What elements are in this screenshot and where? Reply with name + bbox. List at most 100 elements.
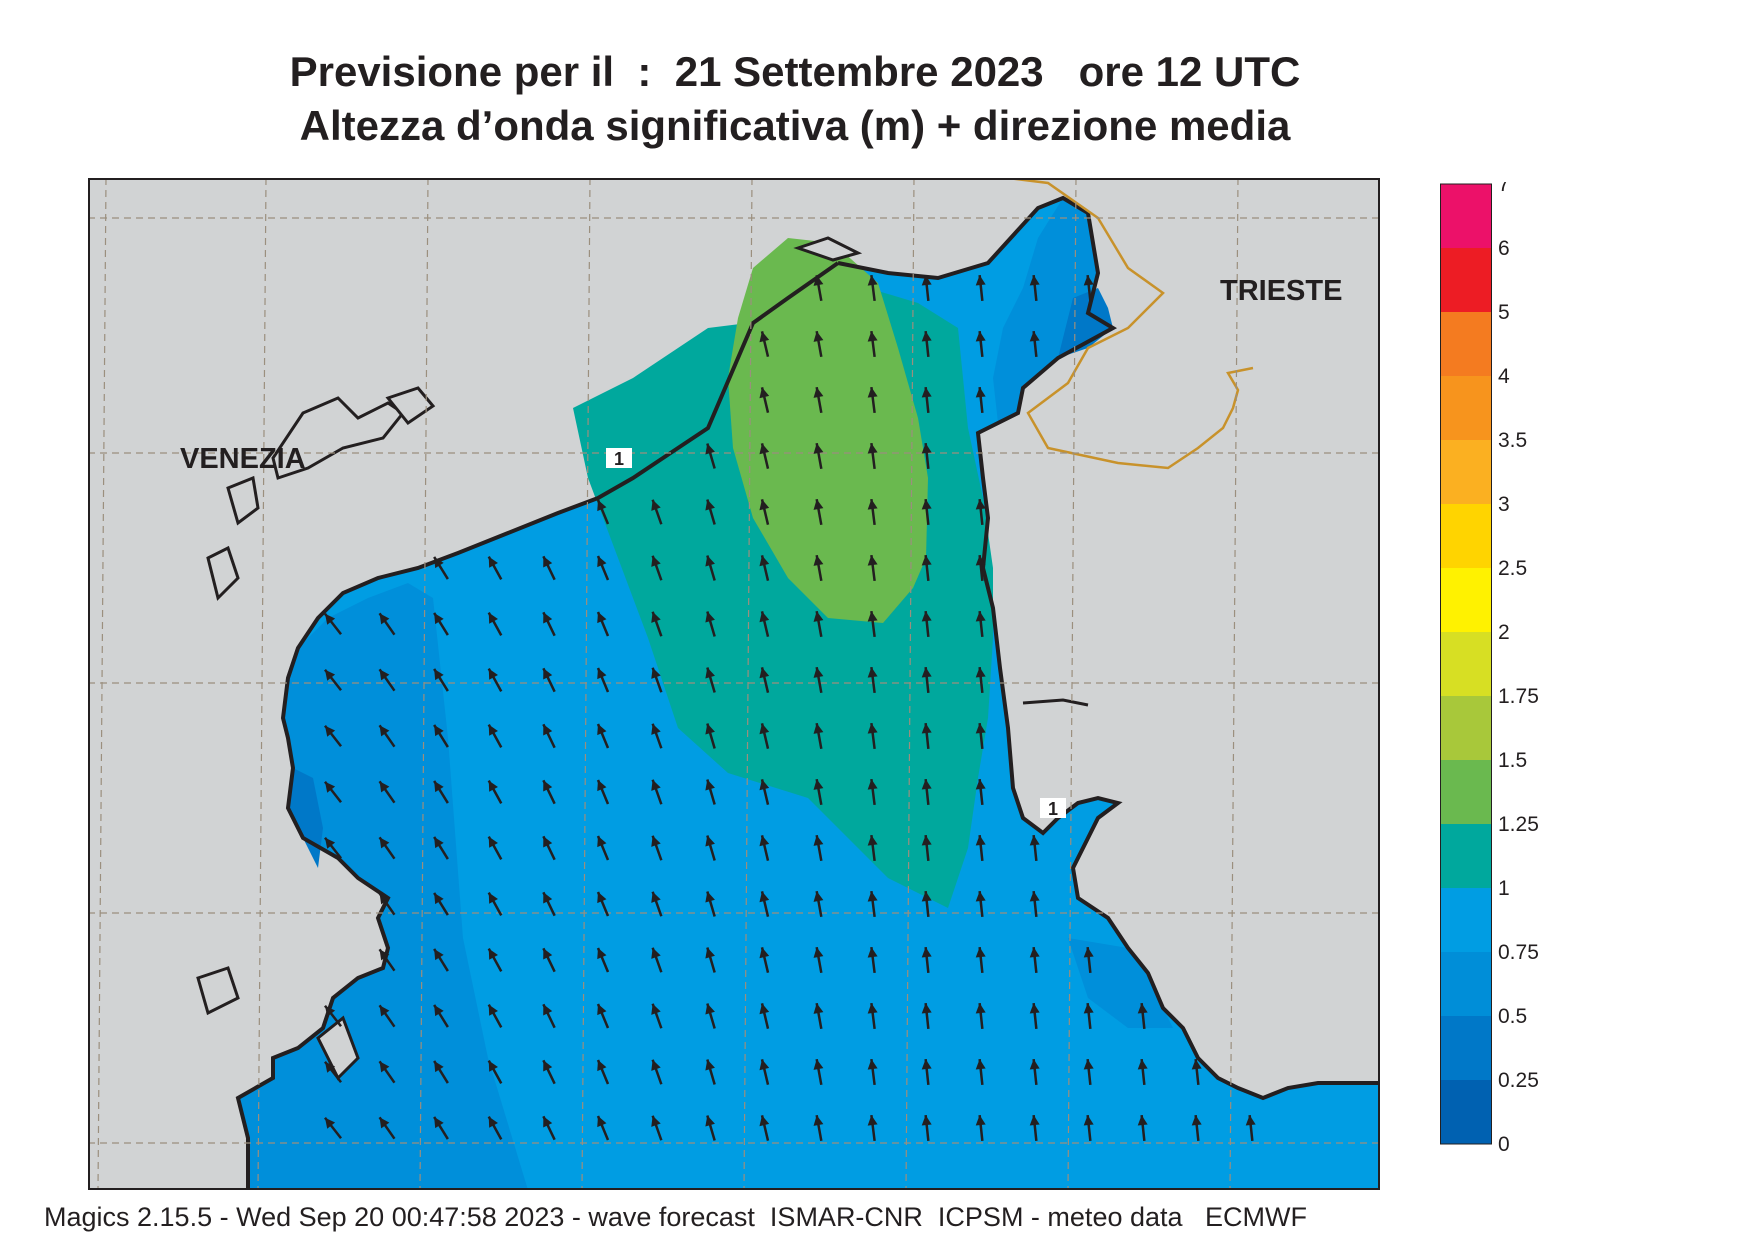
wave-direction-arrow xyxy=(867,274,878,302)
map-frame xyxy=(88,178,1380,1190)
legend-level-label: 1 xyxy=(1498,877,1510,900)
legend-swatch-13 xyxy=(1440,248,1492,312)
sea-band-low-east xyxy=(993,198,1113,423)
wave-direction-arrow xyxy=(542,723,556,749)
wave-direction-arrow xyxy=(433,668,449,692)
legend-level-label: 0.25 xyxy=(1498,1069,1539,1092)
legend-swatch-7 xyxy=(1440,632,1492,696)
wave-direction-arrow xyxy=(542,835,556,861)
wave-direction-arrow xyxy=(1029,946,1040,974)
wave-direction-arrow xyxy=(921,498,932,526)
legend-swatch-6 xyxy=(1440,696,1492,760)
legend-level-label: 0 xyxy=(1498,1133,1510,1156)
wave-direction-arrow xyxy=(542,891,556,917)
wave-direction-arrow xyxy=(921,386,932,414)
contour-label-1-east: 1 xyxy=(1040,798,1066,819)
legend-swatch-14 xyxy=(1440,184,1492,248)
wave-direction-arrow xyxy=(378,836,396,860)
wave-direction-arrow xyxy=(542,611,556,637)
wave-direction-arrow xyxy=(705,779,716,805)
wave-direction-arrow xyxy=(651,723,663,749)
wave-direction-arrow xyxy=(1029,890,1040,918)
wave-direction-arrow xyxy=(1137,1058,1148,1086)
wave-direction-arrow xyxy=(378,892,396,916)
wave-direction-arrow xyxy=(487,612,503,636)
wave-direction-arrow xyxy=(975,330,986,358)
wave-direction-arrow xyxy=(867,778,878,806)
wave-direction-arrow xyxy=(975,1114,986,1142)
contour-label-1-north: 1 xyxy=(606,448,632,469)
wave-direction-arrow xyxy=(596,891,610,917)
wave-direction-arrow xyxy=(921,554,932,582)
wave-direction-arrow xyxy=(651,667,663,693)
south-island-2 xyxy=(196,966,240,1016)
wave-direction-arrow xyxy=(651,611,663,637)
wave-direction-arrow xyxy=(813,610,824,638)
color-legend: 0 0.25 0.5 0.75 1 1.25 1.5 1.75 2 2.5 3 3.5 4 5 6 7 xyxy=(1440,182,1539,1156)
wave-direction-arrow xyxy=(813,666,824,694)
wave-direction-arrow xyxy=(542,1115,556,1141)
legend-frame xyxy=(1440,183,1492,1145)
legend-level-label: 1.5 xyxy=(1498,749,1527,772)
wave-direction-arrow xyxy=(487,724,503,748)
wave-direction-arrow xyxy=(705,555,716,581)
wave-direction-arrow xyxy=(542,779,556,805)
wave-direction-arrow xyxy=(487,836,503,860)
lagoon-island-3 xyxy=(385,386,436,426)
wave-direction-arrow xyxy=(596,1003,610,1029)
wave-direction-arrow xyxy=(813,834,824,862)
direction-arrows xyxy=(324,274,1256,1142)
wave-direction-arrow xyxy=(651,891,663,917)
wave-direction-arrow xyxy=(921,274,932,302)
wave-direction-arrow xyxy=(867,834,878,862)
wave-direction-arrow xyxy=(813,1002,824,1030)
legend-level-label: 1.25 xyxy=(1498,813,1539,836)
wave-direction-arrow xyxy=(759,723,770,749)
wave-direction-arrow xyxy=(433,1116,449,1140)
wave-direction-arrow xyxy=(813,498,824,526)
legend-level-label: 5 xyxy=(1498,301,1510,324)
wave-direction-arrow xyxy=(705,443,716,469)
wave-direction-arrow xyxy=(1137,1114,1148,1142)
legend-level-label: 3 xyxy=(1498,493,1510,516)
sea-band-low-se xyxy=(1068,938,1173,1028)
wave-direction-arrow xyxy=(867,330,878,358)
wave-direction-arrow xyxy=(378,1004,396,1028)
wave-direction-arrow xyxy=(1083,1114,1094,1142)
wave-direction-arrow xyxy=(487,948,503,972)
graticule xyxy=(88,178,1380,1190)
legend-level-label: 7 xyxy=(1498,182,1510,196)
wave-direction-arrow xyxy=(651,947,663,973)
wave-direction-arrow xyxy=(705,947,716,973)
legend-swatch-12 xyxy=(1440,312,1492,376)
lagoon-island-1 xyxy=(226,475,260,526)
wave-direction-arrow xyxy=(542,1003,556,1029)
wave-direction-arrow xyxy=(705,667,716,693)
wave-direction-arrow xyxy=(921,778,932,806)
wave-direction-arrow xyxy=(433,1004,449,1028)
wave-direction-arrow xyxy=(867,1114,878,1142)
wave-direction-arrow xyxy=(1029,330,1040,358)
wave-direction-arrow xyxy=(813,1058,824,1086)
wave-direction-arrow xyxy=(542,947,556,973)
wave-direction-arrow xyxy=(705,1115,716,1141)
wave-direction-arrow xyxy=(378,668,396,692)
wave-direction-arrow xyxy=(378,1060,396,1084)
south-island-1 xyxy=(316,1015,360,1081)
grado-island xyxy=(793,236,863,262)
wave-direction-arrow xyxy=(487,1004,503,1028)
wave-direction-arrow xyxy=(813,386,824,414)
wave-direction-arrow xyxy=(813,722,824,750)
wave-direction-arrow xyxy=(813,1114,824,1142)
wave-direction-arrow xyxy=(596,499,610,525)
wave-direction-arrow xyxy=(921,610,932,638)
wave-direction-arrow xyxy=(378,724,396,748)
wave-direction-arrow xyxy=(378,612,396,636)
wave-direction-arrow xyxy=(324,1060,342,1084)
chart-subtitle: Altezza d’onda significativa (m) + direz… xyxy=(299,102,1291,149)
legend-level-label: 0.75 xyxy=(1498,941,1539,964)
wave-direction-arrow xyxy=(921,890,932,918)
wave-direction-arrow xyxy=(705,499,716,525)
wave-direction-arrow xyxy=(975,722,986,750)
wave-direction-arrow xyxy=(1029,274,1040,302)
